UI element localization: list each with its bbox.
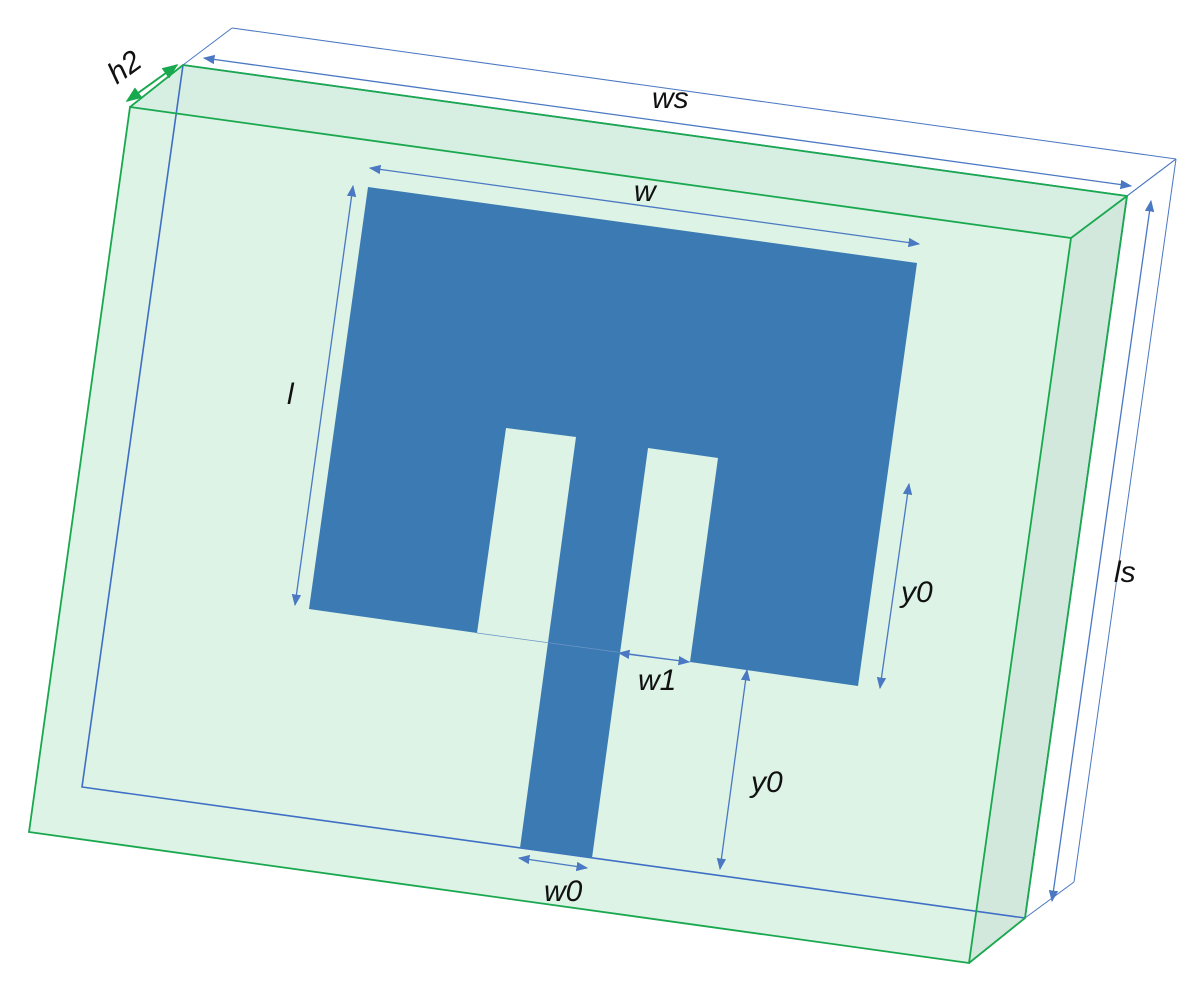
y0-feed-label: y0 bbox=[749, 766, 783, 799]
ls-label: ls bbox=[1114, 556, 1136, 589]
w1-dimension: w1 bbox=[617, 649, 691, 697]
l-dimension: l bbox=[287, 184, 357, 607]
w0-dimension: w0 bbox=[517, 854, 589, 908]
w-dimension: w bbox=[368, 164, 921, 248]
y0-feed-dimension: y0 bbox=[716, 668, 783, 871]
w0-label: w0 bbox=[544, 875, 583, 908]
y0-patch-label: y0 bbox=[899, 576, 933, 609]
ws-label: ws bbox=[652, 82, 689, 115]
w1-label: w1 bbox=[638, 664, 676, 697]
y0-patch-dimension: y0 bbox=[876, 482, 933, 690]
h2-label: h2 bbox=[101, 44, 148, 90]
ls-dimension: ls bbox=[1024, 158, 1177, 919]
w-label: w bbox=[634, 175, 658, 208]
radiating-patch bbox=[309, 187, 917, 858]
l-label: l bbox=[287, 378, 295, 411]
